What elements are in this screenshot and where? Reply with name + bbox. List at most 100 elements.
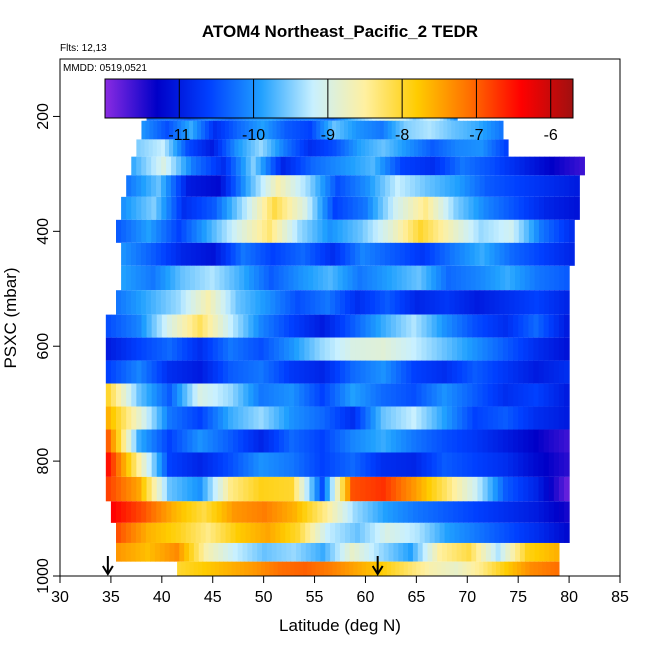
heatmap-cell [460, 265, 467, 291]
heatmap-cell [279, 139, 284, 157]
heatmap-cell [408, 542, 414, 562]
heatmap-cell [438, 196, 444, 220]
heatmap-cell [415, 156, 421, 176]
heatmap-cell [519, 290, 525, 315]
heatmap-cell [490, 120, 496, 140]
heatmap-cell [322, 196, 329, 220]
heatmap-cell [350, 290, 356, 315]
heatmap-cell [459, 120, 464, 140]
heatmap-cell [308, 265, 314, 291]
heatmap-cell [300, 175, 307, 197]
heatmap-cell [482, 476, 489, 502]
heatmap-cell [402, 501, 409, 523]
heatmap-cell [458, 219, 465, 243]
heatmap-cell [329, 429, 336, 453]
heatmap-cell [519, 242, 525, 266]
heatmap-cell [385, 156, 391, 176]
heatmap-cell [367, 265, 373, 291]
heatmap-cell [500, 561, 505, 576]
heatmap-cell [226, 501, 233, 523]
heatmap-cell [574, 175, 580, 197]
heatmap-cell [487, 561, 493, 576]
heatmap-cell [244, 120, 250, 140]
heatmap-cell [350, 337, 356, 361]
heatmap-cell [439, 522, 446, 543]
heatmap-cell [424, 561, 430, 576]
heatmap-cell [148, 139, 154, 157]
heatmap-cell [110, 360, 117, 384]
heatmap-cell [370, 561, 375, 576]
heatmap-cell [409, 290, 416, 315]
heatmap-cell [508, 429, 514, 453]
heatmap-cell [559, 196, 565, 220]
heatmap-cell [469, 242, 476, 266]
heatmap-cell [529, 522, 535, 543]
heatmap-cell [211, 196, 218, 220]
heatmap-cell [523, 314, 529, 338]
heatmap-cell [569, 196, 575, 220]
heatmap-cell [270, 156, 277, 176]
heatmap-cell [305, 156, 312, 176]
heatmap-cell [309, 429, 316, 453]
heatmap-cell [320, 290, 326, 315]
heatmap-cell [544, 242, 550, 266]
heatmap-cell [192, 383, 199, 407]
heatmap-cell [296, 542, 302, 562]
heatmap-cell [472, 314, 479, 338]
heatmap-cell [350, 175, 356, 197]
heatmap-cell [364, 522, 371, 543]
heatmap-cell [275, 139, 280, 157]
heatmap-cell [484, 175, 491, 197]
heatmap-cell [436, 360, 443, 384]
heatmap-cell [455, 120, 460, 140]
heatmap-cell [452, 452, 458, 477]
heatmap-cell [365, 314, 372, 338]
heatmap-cell [504, 175, 511, 197]
heatmap-cell [197, 429, 204, 453]
heatmap-cell [248, 452, 255, 477]
x-tick-label: 70 [458, 589, 476, 606]
arrow-head [371, 565, 384, 576]
x-tick-label: 45 [204, 589, 222, 606]
x-tick-label: 65 [407, 589, 425, 606]
heatmap-cell [360, 476, 367, 502]
heatmap-cell [156, 360, 163, 384]
heatmap-cell [431, 383, 438, 407]
heatmap-cell [325, 175, 331, 197]
heatmap-cell [289, 337, 295, 361]
heatmap-cell [544, 522, 550, 543]
heatmap-cell [400, 175, 406, 197]
heatmap-cell [426, 314, 433, 338]
heatmap-cell [171, 219, 178, 243]
heatmap-cell [538, 314, 545, 338]
heatmap-cell [416, 561, 422, 576]
heatmap-cell [549, 156, 556, 176]
heatmap-cell [206, 561, 212, 576]
heatmap-cell [287, 139, 293, 157]
heatmap-cell [135, 542, 141, 562]
heatmap-cell [201, 196, 208, 220]
heatmap-cell [340, 522, 346, 543]
heatmap-cell [256, 561, 262, 576]
heatmap-cell [482, 429, 489, 453]
heatmap-cell [494, 156, 501, 176]
heatmap-cell [182, 337, 188, 361]
heatmap-cell [210, 561, 216, 576]
heatmap-cell [246, 196, 253, 220]
heatmap-cell [416, 406, 423, 430]
heatmap-cell [483, 501, 490, 523]
heatmap-cell [355, 429, 361, 453]
heatmap-cell [275, 156, 282, 176]
heatmap-cell [416, 383, 423, 407]
heatmap-cell [431, 314, 438, 338]
heatmap-cell [169, 120, 174, 140]
heatmap-cell [553, 429, 560, 453]
heatmap-cell [395, 120, 401, 140]
heatmap-cell [448, 219, 454, 243]
heatmap-cell [502, 360, 509, 384]
heatmap-cell [444, 290, 451, 315]
heatmap-cell [273, 561, 279, 576]
heatmap-cell [564, 314, 570, 338]
heatmap-cell [403, 120, 409, 140]
heatmap-cell [375, 383, 382, 407]
